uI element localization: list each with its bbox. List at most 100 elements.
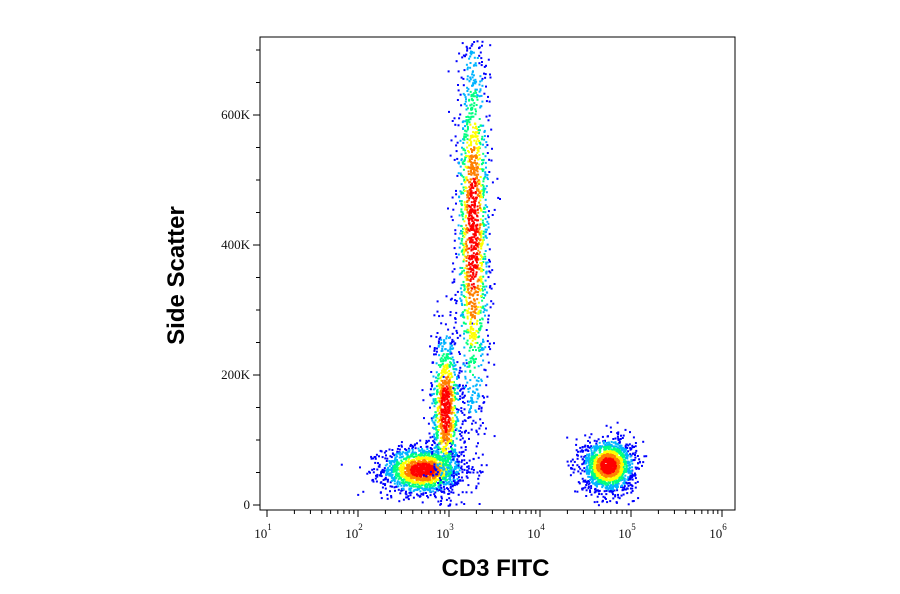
event-dot xyxy=(642,440,645,443)
event-dot xyxy=(472,64,475,67)
event-dot xyxy=(435,478,438,481)
event-dot xyxy=(481,135,484,138)
event-dot xyxy=(483,207,486,210)
event-dot xyxy=(401,460,404,463)
event-dot xyxy=(595,447,598,450)
event-dot xyxy=(585,484,588,486)
event-dot xyxy=(486,176,489,179)
event-dot xyxy=(472,220,475,223)
event-dot xyxy=(411,484,414,487)
event-dot xyxy=(477,365,480,368)
event-dot xyxy=(456,460,459,463)
event-dot xyxy=(391,473,394,476)
event-dot xyxy=(407,498,410,501)
event-dot xyxy=(456,387,459,390)
event-dot xyxy=(436,388,439,391)
event-dot xyxy=(481,40,484,43)
event-dot xyxy=(615,448,618,451)
event-dot xyxy=(465,176,468,179)
event-dot xyxy=(457,476,460,479)
event-dot xyxy=(472,225,475,228)
event-dot xyxy=(601,435,604,438)
event-dot xyxy=(475,125,477,128)
event-dot xyxy=(481,348,484,351)
event-dot xyxy=(476,330,479,333)
event-dot xyxy=(625,443,628,446)
event-dot xyxy=(461,204,463,207)
event-dot xyxy=(481,44,483,47)
event-dot xyxy=(391,449,394,451)
event-dot xyxy=(450,407,453,410)
event-dot xyxy=(450,443,453,446)
event-dot xyxy=(442,468,445,471)
event-dot xyxy=(396,474,399,477)
event-dot xyxy=(472,277,475,280)
event-dot xyxy=(429,451,432,454)
event-dot xyxy=(455,256,458,259)
event-dot xyxy=(433,433,436,436)
event-dot xyxy=(457,479,460,482)
event-dot xyxy=(466,86,469,89)
event-dot xyxy=(437,445,440,448)
event-dot xyxy=(463,337,466,340)
event-dot xyxy=(393,482,396,485)
event-dot xyxy=(455,392,458,395)
event-dot xyxy=(482,401,485,404)
event-dot xyxy=(458,161,461,164)
event-dot xyxy=(465,260,468,262)
event-dot xyxy=(470,300,473,303)
event-dot xyxy=(457,376,460,379)
event-dot xyxy=(441,349,444,352)
event-dot xyxy=(440,360,443,363)
event-dot xyxy=(603,490,606,493)
event-dot xyxy=(433,353,435,356)
event-dot xyxy=(472,51,475,54)
event-dot xyxy=(477,311,480,314)
event-dot xyxy=(633,446,635,448)
event-dot xyxy=(629,472,632,475)
event-dot xyxy=(437,446,440,449)
event-dot xyxy=(457,493,460,496)
event-dot xyxy=(435,416,438,419)
event-dot xyxy=(466,78,469,81)
event-dot xyxy=(485,265,488,268)
event-dot xyxy=(474,233,476,236)
event-dot xyxy=(436,435,439,438)
event-dot xyxy=(469,258,472,261)
event-dot xyxy=(442,465,445,468)
event-dot xyxy=(466,310,469,312)
event-dot xyxy=(447,408,450,411)
event-dot xyxy=(472,337,475,340)
event-dot xyxy=(430,371,433,373)
event-dot xyxy=(443,370,446,373)
event-dot xyxy=(473,265,476,267)
event-dot xyxy=(451,347,454,350)
event-dot xyxy=(478,95,481,98)
event-dot xyxy=(631,473,634,476)
event-dot xyxy=(482,211,485,213)
event-dot xyxy=(438,373,440,376)
event-dot xyxy=(414,447,417,450)
event-dot xyxy=(634,451,637,454)
event-dot xyxy=(465,257,468,259)
event-dot xyxy=(469,379,472,382)
event-dot xyxy=(463,303,466,306)
event-dot xyxy=(617,482,620,485)
event-dot xyxy=(601,486,604,489)
event-dot xyxy=(477,336,480,339)
event-dot xyxy=(467,192,470,195)
event-dot xyxy=(485,141,488,144)
event-dot xyxy=(426,458,429,461)
event-dot xyxy=(486,395,489,398)
event-dot xyxy=(486,303,489,306)
event-dot xyxy=(376,473,379,476)
event-dot xyxy=(465,309,468,312)
event-dot xyxy=(424,476,427,479)
event-dot xyxy=(453,247,456,250)
event-dot xyxy=(435,455,438,457)
event-dot xyxy=(450,426,453,429)
event-dot xyxy=(410,487,413,490)
event-dot xyxy=(469,217,472,220)
event-dot xyxy=(475,142,478,145)
event-dot xyxy=(434,454,437,457)
